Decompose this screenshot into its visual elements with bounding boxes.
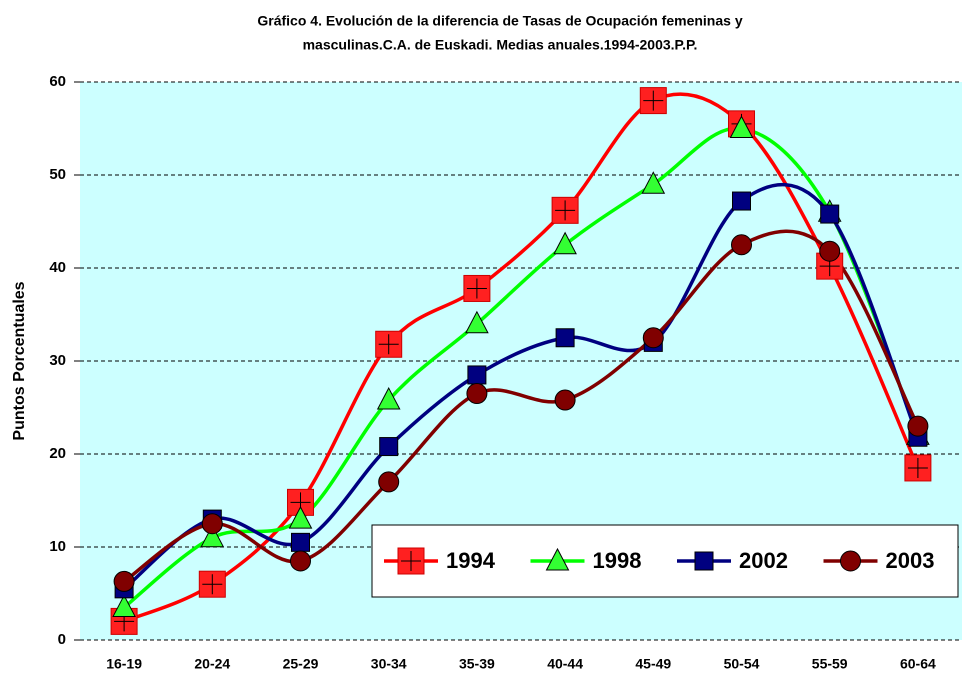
marker-shape	[112, 594, 136, 617]
marker-cross	[378, 334, 399, 355]
marker-shape	[113, 570, 135, 592]
chart-title: masculinas.C.A. de Euskadi. Medias anual…	[303, 37, 698, 53]
marker	[639, 87, 667, 115]
marker	[904, 454, 932, 482]
marker-shape	[379, 437, 399, 457]
marker	[397, 547, 425, 575]
marker-shape	[694, 551, 714, 571]
marker	[290, 550, 311, 572]
marker	[291, 532, 310, 552]
marker	[466, 383, 488, 405]
x-tick-label: 30-34	[371, 656, 407, 672]
marker-shape	[201, 513, 223, 535]
series-line	[123, 229, 920, 583]
marker	[840, 550, 861, 572]
marker-cross	[555, 200, 576, 221]
marker-shape	[642, 327, 664, 349]
marker-shape	[291, 532, 310, 552]
marker	[819, 240, 841, 262]
marker	[553, 231, 577, 255]
x-tick-label: 25-29	[283, 656, 319, 672]
marker	[554, 389, 576, 411]
y-tick-label: 60	[49, 73, 66, 90]
marker	[201, 513, 223, 535]
x-tick-label: 50-54	[724, 656, 760, 672]
chart-title: Gráfico 4. Evolución de la diferencia de…	[257, 13, 742, 29]
y-tick-label: 40	[49, 259, 66, 276]
marker-shape	[376, 386, 401, 410]
x-tick-label: 40-44	[547, 656, 583, 672]
y-tick-label: 30	[49, 352, 66, 369]
marker	[731, 234, 752, 256]
marker	[463, 274, 491, 302]
y-tick-label: 50	[49, 166, 66, 183]
marker	[641, 171, 666, 194]
marker-shape	[200, 524, 225, 548]
x-tick-label: 60-64	[900, 656, 936, 672]
marker-shape	[731, 234, 752, 256]
legend-label: 2003	[886, 548, 935, 573]
marker	[376, 386, 401, 410]
marker-shape	[288, 506, 313, 529]
marker	[907, 415, 929, 437]
marker-shape	[467, 365, 487, 385]
marker-shape	[466, 383, 488, 405]
marker-shape	[555, 328, 575, 348]
marker-shape	[819, 240, 841, 262]
marker-shape	[465, 310, 489, 334]
x-tick-label: 45-49	[635, 656, 671, 672]
marker-cross	[202, 574, 223, 595]
y-tick-label: 10	[49, 538, 66, 555]
marker-shape	[840, 550, 861, 572]
legend-label: 1994	[446, 548, 496, 573]
marker-cross	[643, 90, 664, 111]
marker	[551, 196, 579, 224]
marker-shape	[554, 389, 576, 411]
marker	[467, 365, 487, 385]
marker	[545, 547, 570, 571]
legend-label: 1998	[593, 548, 642, 573]
series-line	[123, 92, 920, 624]
x-tick-label: 16-19	[106, 656, 142, 672]
marker-shape	[732, 191, 751, 211]
marker	[729, 115, 754, 138]
y-axis-label: Puntos Porcentuales	[11, 281, 28, 440]
marker	[288, 506, 313, 529]
marker	[555, 328, 575, 348]
marker-shape	[907, 415, 929, 437]
marker-cross	[466, 278, 487, 299]
marker	[200, 524, 225, 548]
marker-shape	[729, 115, 754, 138]
marker-shape	[378, 471, 400, 493]
marker	[378, 471, 400, 493]
marker	[375, 330, 403, 358]
y-tick-label: 20	[49, 445, 66, 462]
y-tick-label: 0	[58, 631, 66, 648]
marker-shape	[641, 171, 666, 194]
marker	[465, 310, 489, 334]
marker-shape	[553, 231, 577, 255]
marker	[732, 191, 751, 211]
marker	[820, 204, 840, 224]
marker	[112, 594, 136, 617]
x-tick-label: 55-59	[812, 656, 848, 672]
marker-shape	[820, 204, 840, 224]
x-tick-label: 20-24	[194, 656, 230, 672]
marker-cross	[907, 457, 928, 478]
series-line	[123, 126, 920, 609]
x-tick-label: 35-39	[459, 656, 495, 672]
marker	[198, 570, 226, 598]
marker	[694, 551, 714, 571]
series-line	[122, 182, 920, 591]
marker-cross	[401, 551, 421, 571]
legend-label: 2002	[739, 548, 788, 573]
marker-shape	[545, 547, 570, 571]
marker-shape	[290, 550, 311, 572]
marker	[113, 570, 135, 592]
marker	[379, 437, 399, 457]
marker	[642, 327, 664, 349]
